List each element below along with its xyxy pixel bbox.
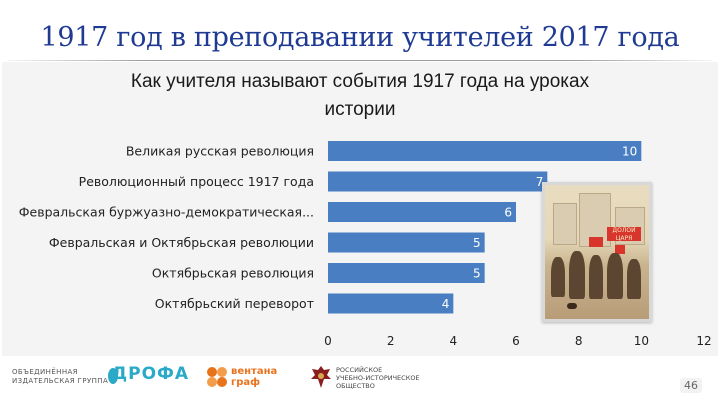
category-label: Октябрьский переворот: [155, 296, 314, 311]
bar: [328, 232, 485, 253]
slide-title: 1917 год в преподавании учителей 2017 го…: [40, 22, 680, 53]
bar: [328, 293, 454, 314]
bar: [328, 171, 548, 192]
x-tick-label: 4: [450, 334, 458, 348]
publisher-group-logo: ОБЪЕДИНЁННАЯ ИЗДАТЕЛЬСКАЯ ГРУППА: [12, 368, 108, 386]
painting-flag: [615, 245, 625, 254]
painting-figure: [589, 255, 603, 299]
history-society-text-2: УЧЕБНО-ИСТОРИЧЕСКОЕ: [336, 374, 420, 382]
data-label: 4: [442, 297, 450, 311]
painting-figure: [569, 251, 585, 299]
bar: [328, 202, 516, 222]
painting-figure: [551, 257, 565, 297]
ventana-logo-text-1: вентана: [231, 366, 278, 377]
data-label: 5: [473, 267, 481, 281]
bar-chart: Великая русская революция 10 Революционный…: [19, 141, 712, 348]
title-divider: [8, 60, 712, 61]
painting-image: ДОЛОЙ ЦАРЯ: [542, 182, 652, 322]
category-label: Октябрьская революция: [152, 266, 314, 281]
painting-building: [553, 203, 577, 245]
history-society-text-3: ОБЩЕСТВО: [336, 382, 375, 390]
footer: [0, 356, 720, 405]
painting-dog: [567, 303, 577, 309]
publisher-group-text-2: ИЗДАТЕЛЬСКАЯ ГРУППА: [12, 377, 109, 385]
x-tick-label: 0: [324, 334, 332, 348]
painting-flag: [589, 237, 603, 247]
eagle-emblem-icon: [311, 366, 331, 388]
page-number: 46: [680, 378, 702, 393]
chart-title-line-2: истории: [324, 99, 396, 120]
x-tick-label: 10: [634, 334, 649, 348]
x-tick-label: 6: [512, 334, 520, 348]
chart-title: Как учителя называют события 1917 года н…: [60, 68, 660, 124]
ventana-logo-text-2: граф: [231, 377, 261, 388]
painting-figure: [607, 253, 623, 299]
data-label: 5: [473, 236, 481, 250]
drofa-logo-icon: [108, 368, 118, 384]
history-society-text-1: РОССИЙСКОЕ: [336, 366, 383, 374]
x-tick-label: 12: [696, 334, 711, 348]
category-label: Великая русская революция: [126, 144, 314, 159]
category-label: Революционный процесс 1917 года: [79, 174, 314, 189]
data-label: 7: [536, 175, 544, 189]
chart-title-line-1: Как учителя называют события 1917 года н…: [130, 71, 590, 92]
ventana-logo-icon: [207, 367, 227, 387]
category-label: Февральская и Октябрьская революции: [49, 235, 314, 250]
painting-figure: [627, 259, 641, 299]
category-label: Февральская буржуазно-демократическая...: [19, 205, 314, 220]
x-tick-label: 2: [387, 334, 395, 348]
ventana-logo: вентана граф: [231, 366, 277, 388]
bar: [328, 141, 642, 161]
history-society-logo: РОССИЙСКОЕ УЧЕБНО-ИСТОРИЧЕСКОЕ ОБЩЕСТВО: [336, 366, 420, 390]
data-label: 6: [504, 206, 512, 220]
bar: [328, 263, 485, 283]
x-tick-label: 8: [575, 334, 583, 348]
drofa-logo: ДРОФА: [112, 364, 190, 384]
data-label: 10: [622, 145, 637, 159]
publisher-group-text-1: ОБЪЕДИНЁННАЯ: [12, 368, 78, 376]
painting-banner: ДОЛОЙ ЦАРЯ: [607, 227, 641, 242]
